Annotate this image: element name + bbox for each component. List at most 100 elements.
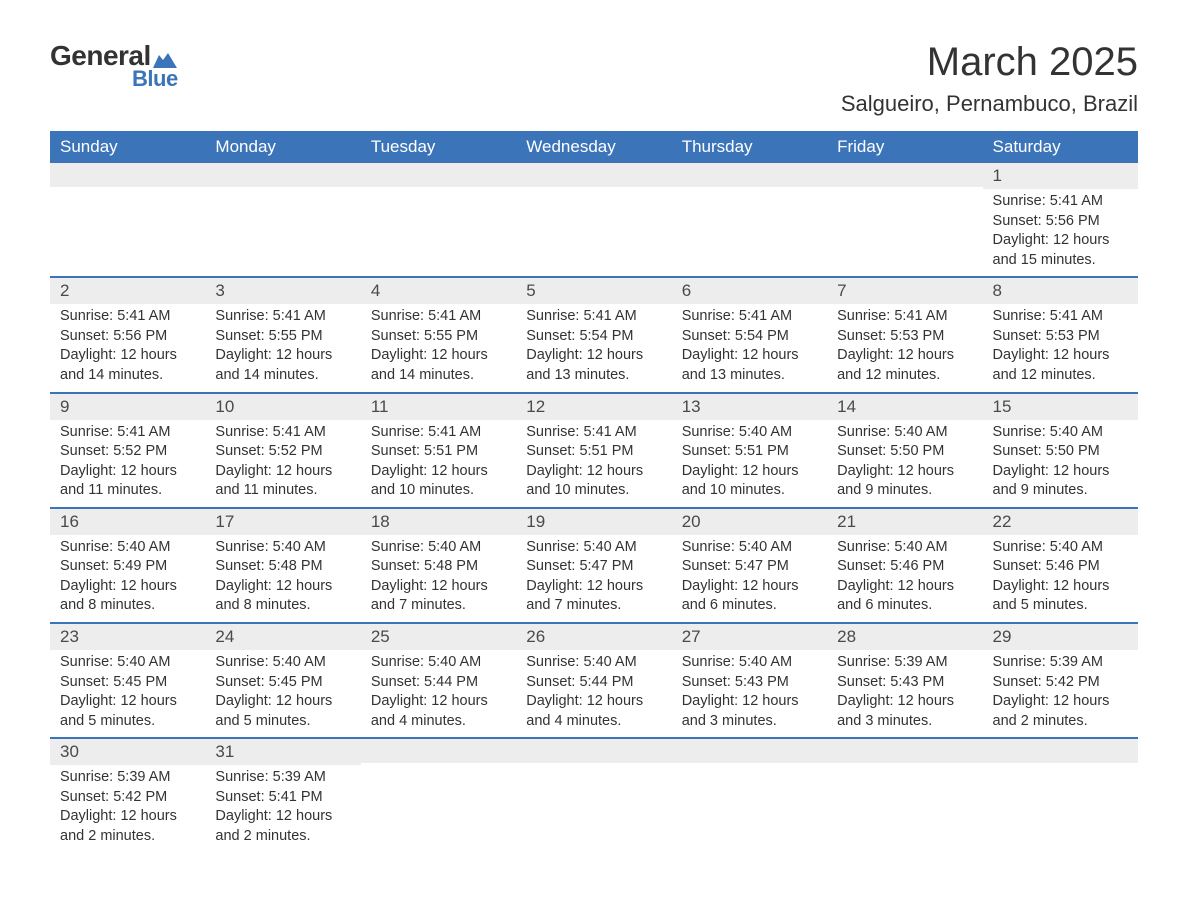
day-number bbox=[672, 739, 827, 763]
title-block: March 2025 Salgueiro, Pernambuco, Brazil bbox=[841, 40, 1138, 117]
day-header-row: Sunday Monday Tuesday Wednesday Thursday… bbox=[50, 131, 1138, 163]
day-number bbox=[827, 163, 982, 187]
daylight-text: Daylight: 12 hours and 7 minutes. bbox=[371, 577, 506, 616]
day-number: 25 bbox=[361, 624, 516, 650]
sunrise-text: Sunrise: 5:40 AM bbox=[682, 653, 817, 673]
day-number: 29 bbox=[983, 624, 1138, 650]
day-number bbox=[205, 163, 360, 187]
calendar-day-cell: 24Sunrise: 5:40 AMSunset: 5:45 PMDayligh… bbox=[205, 623, 360, 738]
sunset-text: Sunset: 5:43 PM bbox=[837, 673, 972, 693]
sunrise-text: Sunrise: 5:40 AM bbox=[60, 653, 195, 673]
sunset-text: Sunset: 5:44 PM bbox=[526, 673, 661, 693]
day-number bbox=[361, 739, 516, 763]
sunrise-text: Sunrise: 5:39 AM bbox=[837, 653, 972, 673]
calendar-week-row: 2Sunrise: 5:41 AMSunset: 5:56 PMDaylight… bbox=[50, 277, 1138, 392]
calendar-day-cell: 23Sunrise: 5:40 AMSunset: 5:45 PMDayligh… bbox=[50, 623, 205, 738]
sunrise-text: Sunrise: 5:40 AM bbox=[682, 538, 817, 558]
calendar-day-cell bbox=[827, 163, 982, 277]
sunrise-text: Sunrise: 5:41 AM bbox=[60, 423, 195, 443]
day-details bbox=[205, 187, 360, 259]
day-details: Sunrise: 5:41 AMSunset: 5:54 PMDaylight:… bbox=[516, 304, 671, 391]
day-details bbox=[827, 763, 982, 835]
day-number: 8 bbox=[983, 278, 1138, 304]
day-details: Sunrise: 5:39 AMSunset: 5:41 PMDaylight:… bbox=[205, 765, 360, 852]
day-number: 28 bbox=[827, 624, 982, 650]
daylight-text: Daylight: 12 hours and 5 minutes. bbox=[215, 692, 350, 731]
day-details bbox=[516, 763, 671, 835]
sunset-text: Sunset: 5:47 PM bbox=[682, 557, 817, 577]
sunrise-text: Sunrise: 5:41 AM bbox=[682, 307, 817, 327]
day-details: Sunrise: 5:40 AMSunset: 5:51 PMDaylight:… bbox=[672, 420, 827, 507]
calendar-week-row: 1Sunrise: 5:41 AMSunset: 5:56 PMDaylight… bbox=[50, 163, 1138, 277]
daylight-text: Daylight: 12 hours and 2 minutes. bbox=[215, 807, 350, 846]
calendar-day-cell: 6Sunrise: 5:41 AMSunset: 5:54 PMDaylight… bbox=[672, 277, 827, 392]
day-number: 15 bbox=[983, 394, 1138, 420]
sunrise-text: Sunrise: 5:41 AM bbox=[526, 307, 661, 327]
daylight-text: Daylight: 12 hours and 10 minutes. bbox=[526, 462, 661, 501]
day-details: Sunrise: 5:41 AMSunset: 5:53 PMDaylight:… bbox=[983, 304, 1138, 391]
daylight-text: Daylight: 12 hours and 8 minutes. bbox=[215, 577, 350, 616]
sunset-text: Sunset: 5:56 PM bbox=[60, 327, 195, 347]
daylight-text: Daylight: 12 hours and 11 minutes. bbox=[215, 462, 350, 501]
calendar-day-cell: 27Sunrise: 5:40 AMSunset: 5:43 PMDayligh… bbox=[672, 623, 827, 738]
calendar-day-cell bbox=[516, 738, 671, 852]
day-number bbox=[983, 739, 1138, 763]
calendar-day-cell bbox=[983, 738, 1138, 852]
calendar-day-cell: 12Sunrise: 5:41 AMSunset: 5:51 PMDayligh… bbox=[516, 393, 671, 508]
day-header: Thursday bbox=[672, 131, 827, 163]
sunrise-text: Sunrise: 5:40 AM bbox=[60, 538, 195, 558]
day-header: Wednesday bbox=[516, 131, 671, 163]
sunrise-text: Sunrise: 5:39 AM bbox=[60, 768, 195, 788]
sunset-text: Sunset: 5:48 PM bbox=[371, 557, 506, 577]
day-details: Sunrise: 5:39 AMSunset: 5:43 PMDaylight:… bbox=[827, 650, 982, 737]
sunrise-text: Sunrise: 5:41 AM bbox=[371, 423, 506, 443]
calendar-day-cell bbox=[672, 163, 827, 277]
sunset-text: Sunset: 5:46 PM bbox=[837, 557, 972, 577]
calendar-day-cell: 11Sunrise: 5:41 AMSunset: 5:51 PMDayligh… bbox=[361, 393, 516, 508]
day-number bbox=[672, 163, 827, 187]
day-number: 13 bbox=[672, 394, 827, 420]
calendar-week-row: 9Sunrise: 5:41 AMSunset: 5:52 PMDaylight… bbox=[50, 393, 1138, 508]
day-details: Sunrise: 5:40 AMSunset: 5:47 PMDaylight:… bbox=[516, 535, 671, 622]
sunrise-text: Sunrise: 5:40 AM bbox=[993, 538, 1128, 558]
calendar-table: Sunday Monday Tuesday Wednesday Thursday… bbox=[50, 131, 1138, 853]
calendar-day-cell: 31Sunrise: 5:39 AMSunset: 5:41 PMDayligh… bbox=[205, 738, 360, 852]
daylight-text: Daylight: 12 hours and 9 minutes. bbox=[993, 462, 1128, 501]
day-number: 4 bbox=[361, 278, 516, 304]
daylight-text: Daylight: 12 hours and 5 minutes. bbox=[60, 692, 195, 731]
sunrise-text: Sunrise: 5:40 AM bbox=[837, 423, 972, 443]
sunset-text: Sunset: 5:46 PM bbox=[993, 557, 1128, 577]
calendar-day-cell: 2Sunrise: 5:41 AMSunset: 5:56 PMDaylight… bbox=[50, 277, 205, 392]
day-details bbox=[672, 187, 827, 259]
daylight-text: Daylight: 12 hours and 12 minutes. bbox=[837, 346, 972, 385]
day-details: Sunrise: 5:40 AMSunset: 5:44 PMDaylight:… bbox=[516, 650, 671, 737]
calendar-day-cell bbox=[827, 738, 982, 852]
day-number bbox=[516, 739, 671, 763]
day-details bbox=[516, 187, 671, 259]
daylight-text: Daylight: 12 hours and 5 minutes. bbox=[993, 577, 1128, 616]
sunset-text: Sunset: 5:42 PM bbox=[60, 788, 195, 808]
day-number: 27 bbox=[672, 624, 827, 650]
day-number: 10 bbox=[205, 394, 360, 420]
day-number: 2 bbox=[50, 278, 205, 304]
calendar-day-cell: 21Sunrise: 5:40 AMSunset: 5:46 PMDayligh… bbox=[827, 508, 982, 623]
daylight-text: Daylight: 12 hours and 14 minutes. bbox=[60, 346, 195, 385]
sunrise-text: Sunrise: 5:40 AM bbox=[526, 538, 661, 558]
sunset-text: Sunset: 5:55 PM bbox=[215, 327, 350, 347]
daylight-text: Daylight: 12 hours and 13 minutes. bbox=[682, 346, 817, 385]
sunset-text: Sunset: 5:54 PM bbox=[682, 327, 817, 347]
logo: General Blue bbox=[50, 40, 178, 92]
day-number: 19 bbox=[516, 509, 671, 535]
sunset-text: Sunset: 5:51 PM bbox=[371, 442, 506, 462]
day-details: Sunrise: 5:41 AMSunset: 5:52 PMDaylight:… bbox=[50, 420, 205, 507]
day-details: Sunrise: 5:40 AMSunset: 5:50 PMDaylight:… bbox=[983, 420, 1138, 507]
sunrise-text: Sunrise: 5:41 AM bbox=[371, 307, 506, 327]
sunrise-text: Sunrise: 5:40 AM bbox=[526, 653, 661, 673]
sunset-text: Sunset: 5:41 PM bbox=[215, 788, 350, 808]
day-number: 9 bbox=[50, 394, 205, 420]
daylight-text: Daylight: 12 hours and 14 minutes. bbox=[215, 346, 350, 385]
calendar-day-cell: 19Sunrise: 5:40 AMSunset: 5:47 PMDayligh… bbox=[516, 508, 671, 623]
day-details bbox=[361, 187, 516, 259]
calendar-day-cell: 20Sunrise: 5:40 AMSunset: 5:47 PMDayligh… bbox=[672, 508, 827, 623]
sunset-text: Sunset: 5:54 PM bbox=[526, 327, 661, 347]
